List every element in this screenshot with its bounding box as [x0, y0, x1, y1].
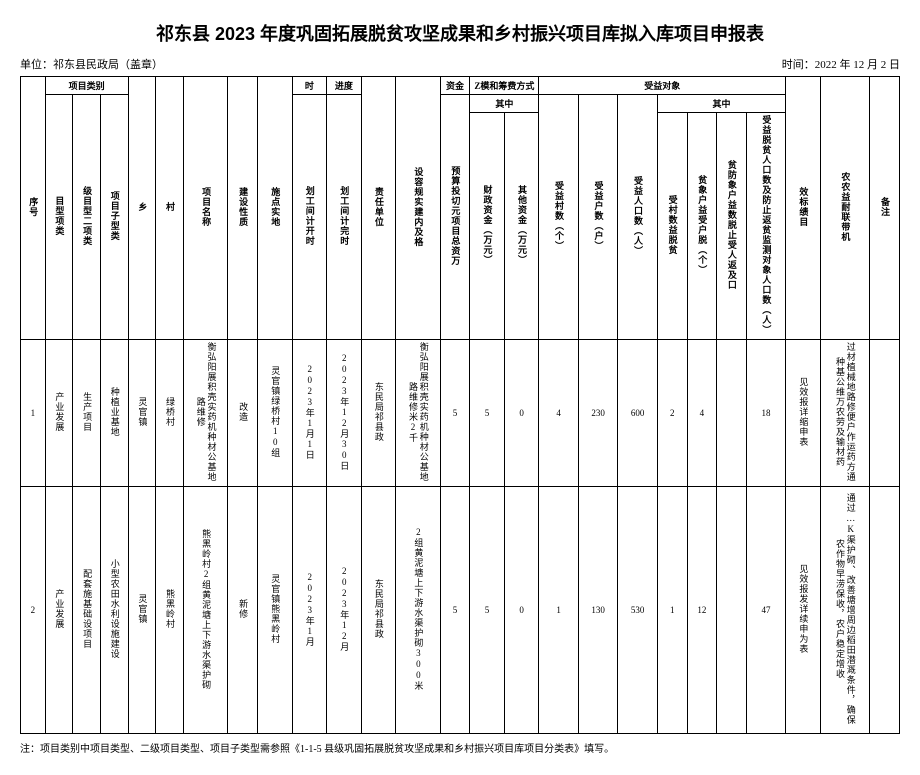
h-b-pop: 受益人口数（人） — [618, 95, 658, 340]
h-b-cun-n: 受益村数（个） — [539, 95, 579, 340]
cell-seq: 1 — [21, 340, 46, 487]
h-b-pop3: 受益脱贫人口数及防止返贫监测对象人口数（人） — [746, 113, 786, 340]
cell: 产业发展 — [45, 340, 73, 487]
h-build-site: 施点实地 — [258, 77, 293, 340]
cell: 衡弘阳展积壳实药机种材公基地路维修 — [183, 340, 227, 487]
cell: 5 — [440, 340, 470, 487]
cell: 通过…K渠护砌、改善塘增周边稻田潜溉条件，确保农作物早涝保收，农户稳定增收 — [820, 487, 869, 734]
cell — [870, 487, 900, 734]
unit-label: 单位： — [20, 59, 53, 71]
h-b-hu-n: 受益户数（户） — [578, 95, 618, 340]
cell: 47 — [746, 487, 786, 734]
h-seq: 序号 — [21, 77, 46, 340]
cell: 1 — [657, 487, 687, 734]
cell: 东民局祁县政 — [361, 340, 396, 487]
h-progress: 进度 — [327, 77, 362, 95]
table-row: 1 产业发展 生产项目 种植业基地 灵官镇 绿桥村 衡弘阳展积壳实药机种材公基地… — [21, 340, 900, 487]
cell: 东民局祁县政 — [361, 487, 396, 734]
h-cat-type: 目型项类 — [45, 95, 73, 340]
cell: 1 — [539, 487, 579, 734]
footnote: 注：项目类别中项目类型、二级项目类型、项目子类型需参照《1-1-5 县级巩固拓展… — [20, 740, 900, 755]
cell: 2组黄泥塘上下游水渠护砌300米 — [396, 487, 440, 734]
cell: 见效报详缩申表 — [786, 340, 821, 487]
h-fund-other: 其他资金（万元） — [504, 113, 539, 340]
cell: 生产项目 — [73, 340, 101, 487]
h-plan-start: 划工间计开时 — [292, 95, 327, 340]
cell: 2 — [657, 340, 687, 487]
h-fund-method: Z模和筹费方式 — [470, 77, 539, 95]
h-benefit: 受益对象 — [539, 77, 786, 95]
cell: 230 — [578, 340, 618, 487]
h-time: 时 — [292, 77, 327, 95]
h-proj-cat: 项目类别 — [45, 77, 128, 95]
time-label: 时间： — [782, 59, 815, 71]
h-design-spec: 设容规实建内及格 — [396, 77, 440, 340]
cell: 5 — [470, 340, 505, 487]
h-qizhong: 其中 — [470, 95, 539, 113]
cell: 4 — [687, 340, 717, 487]
cell: 灵官镇绿桥村10组 — [258, 340, 293, 487]
h-resp-unit: 责任单位 — [361, 77, 396, 340]
time-info: 时间：2022 年 12 月 2 日 — [782, 56, 900, 72]
table-row: 2 产业发展 配套施基础设项目 小型农田水利设施建设 灵官镇 熊黑岭村 熊黑岭村… — [21, 487, 900, 734]
cell: 衡弘阳展积壳实药机种材公基地路维修米2千 — [396, 340, 440, 487]
h-b-hu: 贫象户益受户脱（个） — [687, 113, 717, 340]
page-title: 祁东县 2023 年度巩固拓展脱贫攻坚成果和乡村振兴项目库拟入库项目申报表 — [20, 20, 900, 46]
cell: 改造 — [228, 340, 258, 487]
h-b-qizhong: 其中 — [657, 95, 785, 113]
unit-value: 祁东县民政局（盖章） — [53, 59, 163, 71]
cell: 过材植械地路修便户作运药方通种基公维万农劳及输材药 — [820, 340, 869, 487]
cell: 5 — [440, 487, 470, 734]
cell: 灵官镇 — [128, 487, 156, 734]
cell: 绿桥村 — [156, 340, 184, 487]
cell: 小型农田水利设施建设 — [101, 487, 129, 734]
cell: 2023年1月1日 — [292, 340, 327, 487]
h-b-pop2: 贫防象户益数脱止受人返及口 — [717, 113, 747, 340]
cell — [717, 487, 747, 734]
cell: 2023年12月 — [327, 487, 362, 734]
cell: 130 — [578, 487, 618, 734]
cell: 种植业基地 — [101, 340, 129, 487]
h-xiang: 乡 — [128, 77, 156, 340]
cell — [717, 340, 747, 487]
h-fund: 资金 — [440, 77, 470, 95]
cell: 2023年1月 — [292, 487, 327, 734]
cell: 12 — [687, 487, 717, 734]
h-build-nature: 建设性质 — [228, 77, 258, 340]
h-cun: 村 — [156, 77, 184, 340]
h-cat-sub: 级目型二项类 — [73, 95, 101, 340]
h-fund-est: 预算投切元项目总资万 — [440, 95, 470, 340]
cell: 600 — [618, 340, 658, 487]
h-plan-end: 划工间计完时 — [327, 95, 362, 340]
cell: 4 — [539, 340, 579, 487]
cell: 5 — [470, 487, 505, 734]
cell: 2023年12月30日 — [327, 340, 362, 487]
main-table: 序号 项目类别 乡 村 项目名称 建设性质 施点实地 时 进度 责任单位 设容规… — [20, 76, 900, 734]
cell: 见效报发详续申为表 — [786, 487, 821, 734]
h-remark: 备注 — [870, 77, 900, 340]
cell: 灵官镇熊黑岭村 — [258, 487, 293, 734]
h-eff: 效标绩目 — [786, 77, 821, 340]
cell: 530 — [618, 487, 658, 734]
cell: 熊黑岭村 — [156, 487, 184, 734]
cell: 灵官镇 — [128, 340, 156, 487]
cell: 18 — [746, 340, 786, 487]
h-fund-fiscal: 财政资金（万元） — [470, 113, 505, 340]
cell: 0 — [504, 340, 539, 487]
h-mech: 农农益耐联带机 — [820, 77, 869, 340]
unit-info: 单位：祁东县民政局（盖章） — [20, 56, 163, 72]
h-b-cun: 受村数益脱贫 — [657, 113, 687, 340]
cell: 0 — [504, 487, 539, 734]
cell: 熊黑岭村2组黄泥塘上下游水渠护砌 — [183, 487, 227, 734]
h-cat-sub2: 项目子型类 — [101, 95, 129, 340]
h-proj-name: 项目名称 — [183, 77, 227, 340]
cell — [870, 340, 900, 487]
time-value: 2022 年 12 月 2 日 — [815, 59, 900, 71]
meta-row: 单位：祁东县民政局（盖章） 时间：2022 年 12 月 2 日 — [20, 56, 900, 72]
cell: 产业发展 — [45, 487, 73, 734]
cell-seq: 2 — [21, 487, 46, 734]
cell: 新修 — [228, 487, 258, 734]
cell: 配套施基础设项目 — [73, 487, 101, 734]
